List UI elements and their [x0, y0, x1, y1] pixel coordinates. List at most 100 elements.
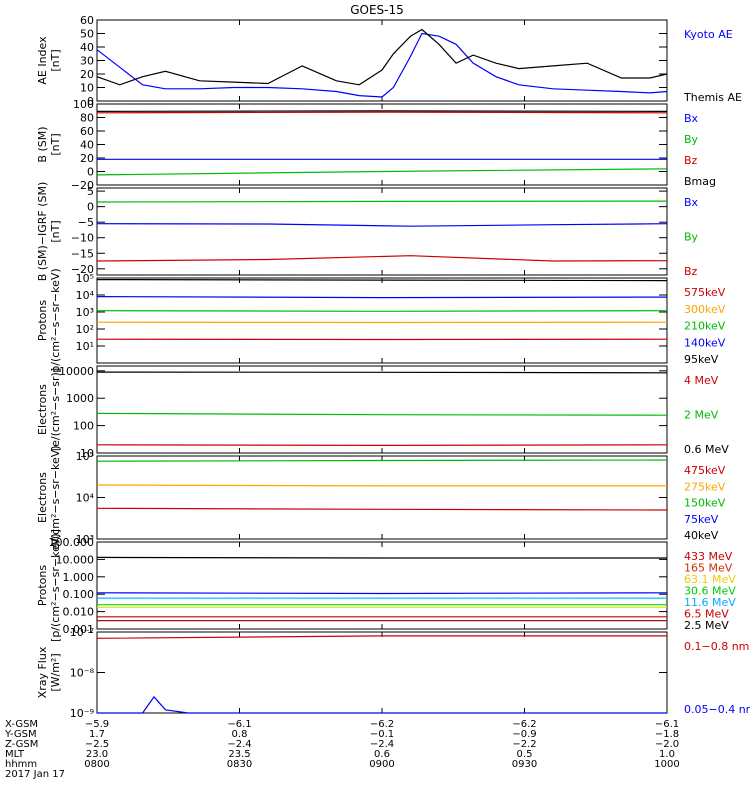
- y-tick-label-0-2: 20: [80, 68, 94, 81]
- legend-label-5-4: 40keV: [684, 529, 719, 542]
- y-tick-label-6-1: 0.010: [63, 606, 95, 619]
- footer-date: 2017 Jan 17: [5, 769, 65, 780]
- y-tick-label-2-2: −10: [71, 232, 94, 245]
- legend-label-4-2: 0.6 MeV: [684, 443, 729, 456]
- y-tick-label-7-1: 10⁻⁸: [70, 667, 95, 680]
- y-axis-label-6-1: [p/(cm²−s−sr−keV)]: [49, 529, 62, 642]
- series-line-5-1: [97, 485, 667, 486]
- legend-label-3-4: 95keV: [684, 353, 719, 366]
- legend-label-4-1: 2 MeV: [684, 409, 719, 422]
- legend-label-1-3: Bmag: [684, 175, 716, 188]
- series-line-4-0: [97, 372, 667, 373]
- panel-frame-6: [97, 542, 667, 629]
- y-tick-label-5-1: 10⁴: [76, 492, 95, 505]
- y-tick-label-1-2: 20: [80, 152, 94, 165]
- series-line-3-2: [97, 311, 667, 312]
- series-line-1-1: [97, 169, 667, 175]
- legend-label-2-2: Bz: [684, 265, 698, 278]
- y-tick-label-0-6: 60: [80, 14, 94, 27]
- footer-value-4-1: 0830: [227, 759, 252, 770]
- y-axis-label-4-0: Electrons: [36, 384, 49, 435]
- series-line-7-0: [97, 636, 667, 638]
- legend-label-7-1: 0.05−0.4 nm: [684, 703, 750, 716]
- footer-value-4-3: 0930: [512, 759, 537, 770]
- legend-label-5-1: 275keV: [684, 480, 726, 493]
- legend-label-6-6: 2.5 MeV: [684, 619, 729, 632]
- y-tick-label-1-1: 0: [87, 166, 94, 179]
- y-tick-label-3-4: 10⁵: [76, 272, 94, 285]
- legend-label-1-1: By: [684, 133, 699, 146]
- legend-label-0-1: Themis AE: [683, 91, 742, 104]
- panel-frame-4: [97, 366, 667, 453]
- y-axis-label-0-0: AE Index: [36, 36, 49, 85]
- y-tick-label-6-2: 0.100: [63, 588, 95, 601]
- legend-label-7-0: 0.1−0.8 nm: [684, 640, 749, 653]
- y-axis-label-7-1: [W/m²]: [49, 653, 62, 691]
- footer-value-4-4: 1000: [654, 759, 679, 770]
- y-tick-label-3-1: 10²: [76, 323, 94, 336]
- series-line-2-0: [97, 224, 667, 227]
- y-tick-label-3-3: 10⁴: [76, 289, 95, 302]
- series-line-2-2: [97, 256, 667, 261]
- y-axis-label-3-0: Protons: [36, 300, 49, 341]
- series-line-4-2: [97, 445, 667, 446]
- y-tick-label-7-2: 10⁻⁷: [70, 626, 94, 639]
- y-axis-label-0-1: [nT]: [49, 49, 62, 71]
- footer-value-4-0: 0800: [84, 759, 109, 770]
- legend-label-1-0: Bx: [684, 112, 699, 125]
- y-tick-label-2-5: 5: [87, 185, 94, 198]
- chart-title: GOES-15: [350, 3, 404, 17]
- legend-label-3-1: 300keV: [684, 303, 726, 316]
- panel-frame-5: [97, 456, 667, 539]
- y-tick-label-1-4: 60: [80, 125, 94, 138]
- series-line-4-1: [97, 413, 667, 415]
- y-axis-label-5-0: Electrons: [36, 472, 49, 523]
- footer-value-4-2: 0900: [369, 759, 394, 770]
- y-tick-label-0-1: 10: [80, 82, 94, 95]
- y-axis-label-4-1: [e/(cm²−s−sr)]: [49, 368, 62, 451]
- legend-label-3-0: 575keV: [684, 286, 726, 299]
- legend-label-5-3: 75keV: [684, 513, 719, 526]
- legend-label-2-0: Bx: [684, 196, 699, 209]
- y-tick-label-1-5: 80: [80, 112, 94, 125]
- y-axis-label-6-0: Protons: [36, 565, 49, 606]
- legend-label-2-1: By: [684, 231, 699, 244]
- y-axis-label-2-1: [nT]: [49, 220, 62, 242]
- series-line-3-0: [97, 280, 667, 281]
- legend-label-4-0: 4 MeV: [684, 374, 719, 387]
- y-tick-label-1-3: 40: [80, 139, 94, 152]
- panel-frame-7: [97, 632, 667, 713]
- y-axis-label-1-1: [nT]: [49, 133, 62, 155]
- y-tick-label-2-1: −15: [71, 247, 94, 260]
- y-axis-label-1-0: B (SM): [36, 126, 49, 162]
- series-line-1-2: [97, 112, 667, 113]
- legend-label-5-0: 475keV: [684, 464, 726, 477]
- y-axis-label-3-1: p/(cm²−s−sr−keV): [49, 268, 62, 372]
- legend-label-3-2: 210keV: [684, 320, 726, 333]
- series-line-5-0: [97, 460, 667, 461]
- y-tick-label-2-3: −5: [78, 216, 94, 229]
- series-line-1-3: [97, 111, 667, 112]
- y-tick-label-0-4: 40: [80, 41, 94, 54]
- y-tick-label-0-3: 30: [80, 55, 94, 68]
- y-tick-label-2-4: 0: [87, 201, 94, 214]
- y-tick-label-3-2: 10³: [76, 306, 94, 319]
- legend-label-0-0: Kyoto AE: [684, 28, 733, 41]
- y-axis-label-2-0: B (SM)−IGRF (SM): [36, 182, 49, 282]
- y-tick-label-4-1: 100: [73, 420, 94, 433]
- y-tick-label-6-3: 1.000: [63, 571, 95, 584]
- series-line-2-1: [97, 201, 667, 202]
- y-tick-label-4-2: 1000: [66, 392, 94, 405]
- series-line-0-1: [97, 30, 667, 85]
- legend-label-5-2: 150keV: [684, 497, 726, 510]
- legend-label-3-3: 140keV: [684, 336, 726, 349]
- y-axis-label-7-0: Xray Flux: [36, 646, 49, 698]
- series-line-5-2: [97, 508, 667, 510]
- y-tick-label-5-2: 10⁵: [76, 450, 94, 463]
- y-tick-label-3-0: 10¹: [76, 340, 94, 353]
- series-line-0-0: [97, 34, 667, 98]
- series-line-3-1: [97, 297, 667, 298]
- y-tick-label-1-6: 100: [73, 98, 94, 111]
